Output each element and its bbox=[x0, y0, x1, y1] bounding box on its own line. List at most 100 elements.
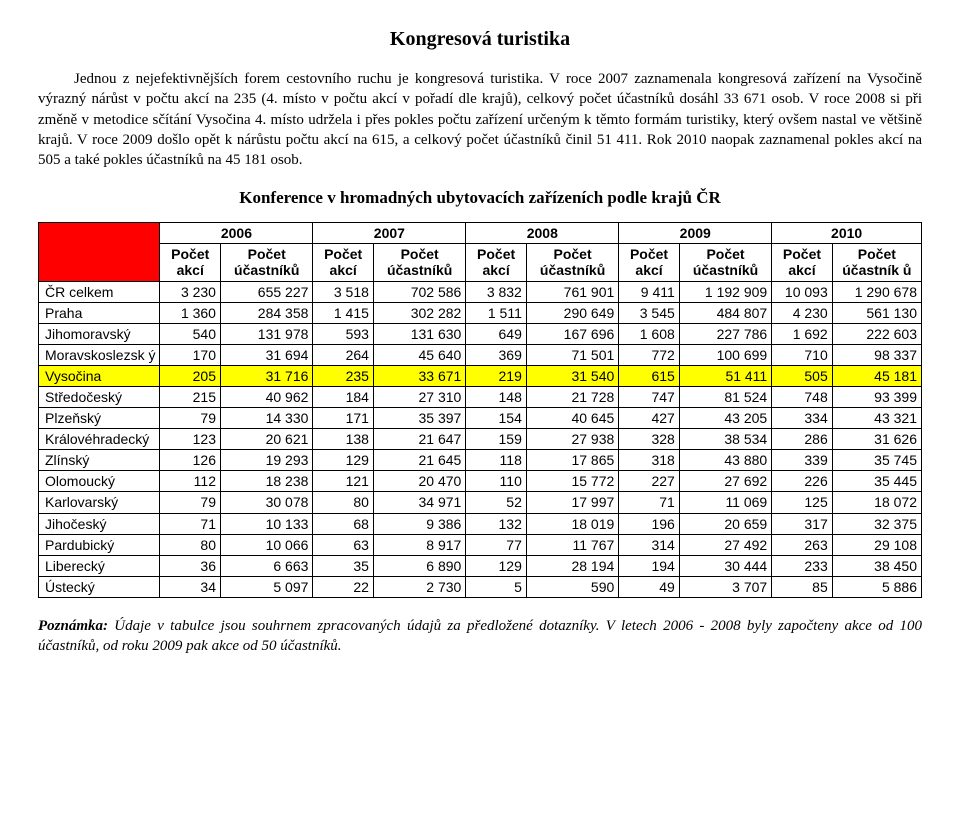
region-cell: Jihočeský bbox=[39, 513, 160, 534]
value-cell: 284 358 bbox=[220, 302, 312, 323]
value-cell: 93 399 bbox=[832, 387, 921, 408]
value-cell: 1 290 678 bbox=[832, 281, 921, 302]
value-cell: 2 730 bbox=[373, 576, 465, 597]
value-cell: 6 663 bbox=[220, 555, 312, 576]
value-cell: 226 bbox=[772, 471, 833, 492]
value-cell: 1 608 bbox=[619, 323, 680, 344]
col-akci: Počet akcí bbox=[619, 244, 680, 281]
value-cell: 159 bbox=[466, 429, 527, 450]
value-cell: 748 bbox=[772, 387, 833, 408]
value-cell: 80 bbox=[313, 492, 374, 513]
intro-paragraph: Jednou z nejefektivnějších forem cestovn… bbox=[38, 69, 922, 170]
value-cell: 21 728 bbox=[526, 387, 618, 408]
value-cell: 302 282 bbox=[373, 302, 465, 323]
value-cell: 3 832 bbox=[466, 281, 527, 302]
value-cell: 22 bbox=[313, 576, 374, 597]
value-cell: 6 890 bbox=[373, 555, 465, 576]
year-2009: 2009 bbox=[619, 223, 772, 244]
value-cell: 21 647 bbox=[373, 429, 465, 450]
value-cell: 328 bbox=[619, 429, 680, 450]
table-row: Zlínský12619 29312921 64511817 86531843 … bbox=[39, 450, 922, 471]
value-cell: 27 938 bbox=[526, 429, 618, 450]
value-cell: 35 397 bbox=[373, 408, 465, 429]
value-cell: 131 978 bbox=[220, 323, 312, 344]
value-cell: 314 bbox=[619, 534, 680, 555]
value-cell: 8 917 bbox=[373, 534, 465, 555]
region-cell: Ústecký bbox=[39, 576, 160, 597]
value-cell: 85 bbox=[772, 576, 833, 597]
value-cell: 17 997 bbox=[526, 492, 618, 513]
table-row: Jihočeský7110 133689 38613218 01919620 6… bbox=[39, 513, 922, 534]
value-cell: 129 bbox=[313, 450, 374, 471]
value-cell: 27 310 bbox=[373, 387, 465, 408]
value-cell: 129 bbox=[466, 555, 527, 576]
value-cell: 121 bbox=[313, 471, 374, 492]
value-cell: 81 524 bbox=[679, 387, 771, 408]
value-cell: 19 293 bbox=[220, 450, 312, 471]
value-cell: 79 bbox=[160, 492, 221, 513]
value-cell: 63 bbox=[313, 534, 374, 555]
col-akci: Počet akcí bbox=[466, 244, 527, 281]
value-cell: 167 696 bbox=[526, 323, 618, 344]
col-ucast: Počet účastníků bbox=[220, 244, 312, 281]
col-ucast: Počet účastníků bbox=[526, 244, 618, 281]
region-cell: Moravskoslezsk ý bbox=[39, 344, 160, 365]
footnote: Poznámka: Údaje v tabulce jsou souhrnem … bbox=[38, 616, 922, 657]
value-cell: 30 444 bbox=[679, 555, 771, 576]
value-cell: 1 511 bbox=[466, 302, 527, 323]
value-cell: 655 227 bbox=[220, 281, 312, 302]
table-row: Plzeňský7914 33017135 39715440 64542743 … bbox=[39, 408, 922, 429]
value-cell: 170 bbox=[160, 344, 221, 365]
value-cell: 27 492 bbox=[679, 534, 771, 555]
value-cell: 34 bbox=[160, 576, 221, 597]
value-cell: 18 019 bbox=[526, 513, 618, 534]
value-cell: 38 534 bbox=[679, 429, 771, 450]
region-cell: Královéhradecký bbox=[39, 429, 160, 450]
value-cell: 205 bbox=[160, 365, 221, 386]
value-cell: 131 630 bbox=[373, 323, 465, 344]
value-cell: 196 bbox=[619, 513, 680, 534]
value-cell: 21 645 bbox=[373, 450, 465, 471]
value-cell: 318 bbox=[619, 450, 680, 471]
value-cell: 3 230 bbox=[160, 281, 221, 302]
value-cell: 71 bbox=[160, 513, 221, 534]
value-cell: 3 545 bbox=[619, 302, 680, 323]
corner-cell bbox=[39, 223, 160, 281]
table-row: Vysočina20531 71623533 67121931 54061551… bbox=[39, 365, 922, 386]
value-cell: 45 640 bbox=[373, 344, 465, 365]
value-cell: 5 886 bbox=[832, 576, 921, 597]
value-cell: 3 707 bbox=[679, 576, 771, 597]
value-cell: 3 518 bbox=[313, 281, 374, 302]
value-cell: 17 865 bbox=[526, 450, 618, 471]
value-cell: 264 bbox=[313, 344, 374, 365]
value-cell: 215 bbox=[160, 387, 221, 408]
value-cell: 31 716 bbox=[220, 365, 312, 386]
region-cell: Karlovarský bbox=[39, 492, 160, 513]
value-cell: 339 bbox=[772, 450, 833, 471]
region-cell: Olomoucký bbox=[39, 471, 160, 492]
table-row: Moravskoslezsk ý17031 69426445 64036971 … bbox=[39, 344, 922, 365]
value-cell: 123 bbox=[160, 429, 221, 450]
value-cell: 20 621 bbox=[220, 429, 312, 450]
table-row: Pardubický8010 066638 9177711 76731427 4… bbox=[39, 534, 922, 555]
value-cell: 20 470 bbox=[373, 471, 465, 492]
table-row: Liberecký366 663356 89012928 19419430 44… bbox=[39, 555, 922, 576]
value-cell: 227 786 bbox=[679, 323, 771, 344]
value-cell: 171 bbox=[313, 408, 374, 429]
value-cell: 505 bbox=[772, 365, 833, 386]
region-cell: ČR celkem bbox=[39, 281, 160, 302]
value-cell: 154 bbox=[466, 408, 527, 429]
table-row: Jihomoravský540131 978593131 630649167 6… bbox=[39, 323, 922, 344]
col-ucast: Počet účastníků bbox=[373, 244, 465, 281]
value-cell: 35 745 bbox=[832, 450, 921, 471]
table-row: Středočeský21540 96218427 31014821 72874… bbox=[39, 387, 922, 408]
value-cell: 125 bbox=[772, 492, 833, 513]
value-cell: 31 694 bbox=[220, 344, 312, 365]
value-cell: 194 bbox=[619, 555, 680, 576]
value-cell: 31 626 bbox=[832, 429, 921, 450]
value-cell: 33 671 bbox=[373, 365, 465, 386]
footnote-lead: Poznámka: bbox=[38, 618, 108, 634]
page-title: Kongresová turistika bbox=[38, 28, 922, 51]
value-cell: 290 649 bbox=[526, 302, 618, 323]
value-cell: 51 411 bbox=[679, 365, 771, 386]
